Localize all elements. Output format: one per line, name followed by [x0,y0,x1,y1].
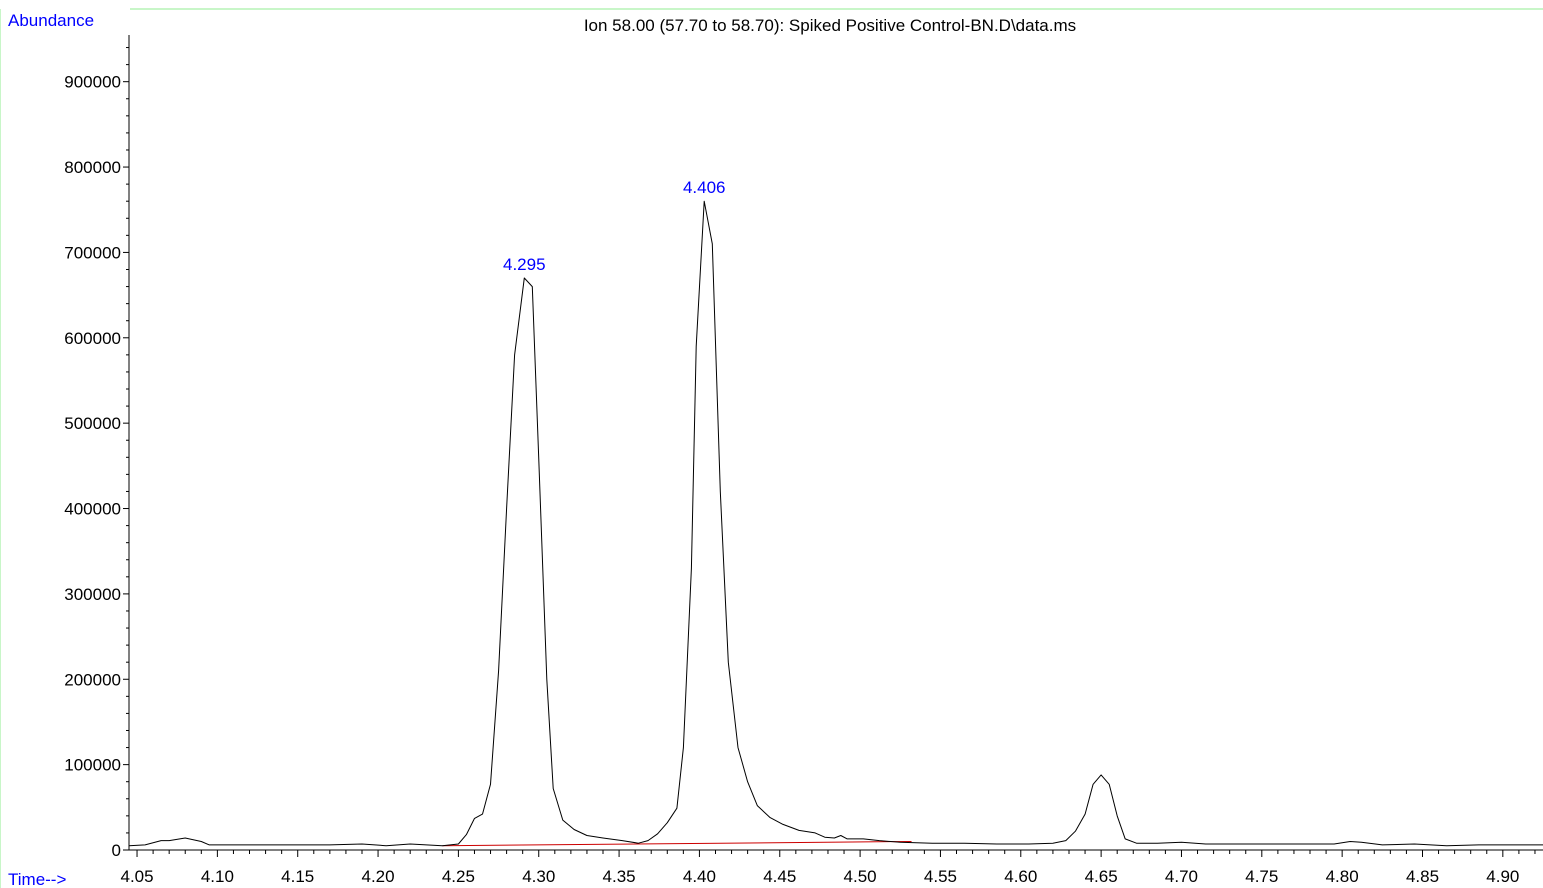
x-tick-label: 4.15 [281,867,314,886]
peak-retention-label: 4.295 [503,255,546,274]
y-tick-label: 200000 [64,670,121,689]
peak-annotations: 4.295 4.406 [503,178,726,274]
x-tick-label: 4.30 [522,867,555,886]
ion-trace-line [128,200,1543,847]
x-tick-label: 4.50 [844,867,877,886]
chart-title: Ion 58.00 (57.70 to 58.70): Spiked Posit… [584,16,1076,35]
y-tick-label: 0 [112,841,121,860]
x-tick-label: 4.75 [1245,867,1278,886]
x-tick-label: 4.40 [683,867,716,886]
x-tick-label: 4.80 [1326,867,1359,886]
y-tick-label: 100000 [64,756,121,775]
y-tick-label: 700000 [64,243,121,262]
x-tick-label: 4.90 [1486,867,1519,886]
y-tick-label: 500000 [64,414,121,433]
y-axis-label: Abundance [8,11,94,30]
integration-baseline [442,840,912,847]
x-axis-label: Time--> [8,870,66,888]
peak-retention-label: 4.406 [683,178,726,197]
x-tick-label: 4.55 [924,867,957,886]
y-tick-label: 400000 [64,500,121,519]
traces [128,200,1543,847]
integration-baselines [442,840,912,847]
x-tick-label: 4.10 [201,867,234,886]
x-tick-label: 4.65 [1085,867,1118,886]
y-tick-label: 600000 [64,329,121,348]
x-axis-ticks: 4.05 4.10 4.15 4.20 4.25 4.30 4.35 4.40 4.45 4.50… [120,850,1536,886]
x-tick-label: 4.05 [120,867,153,886]
x-tick-label: 4.35 [603,867,636,886]
y-tick-label: 800000 [64,158,121,177]
y-axis-ticks: 0 100000 200000 300000 400000 500000 600000 700… [64,47,129,860]
x-tick-label: 4.60 [1004,867,1037,886]
x-tick-label: 4.85 [1406,867,1439,886]
axes [128,35,1543,851]
x-tick-label: 4.25 [442,867,475,886]
x-tick-label: 4.45 [763,867,796,886]
x-tick-label: 4.70 [1165,867,1198,886]
y-tick-label: 300000 [64,585,121,604]
x-tick-label: 4.20 [362,867,395,886]
y-tick-label: 900000 [64,73,121,92]
